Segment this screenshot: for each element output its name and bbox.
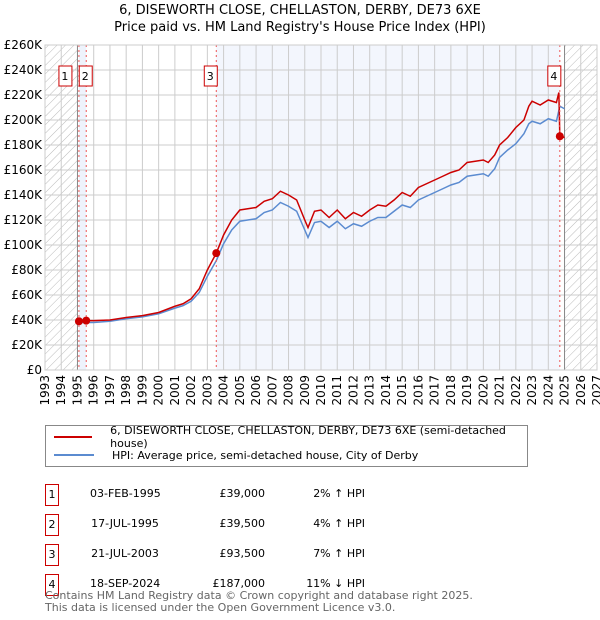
x-tick-label: 2015 [395,375,409,406]
x-tick-label: 2006 [249,375,263,406]
x-tick-label: 2000 [152,375,166,406]
sale-point [74,317,83,326]
x-tick-label: 2005 [233,375,247,406]
x-tick-label: 2017 [428,375,442,406]
sale-point [82,316,91,325]
x-tick-label: 2003 [200,375,214,406]
x-tick-label: 2007 [265,375,279,406]
y-tick-label: £120K [4,213,44,227]
hpi-line [78,105,565,324]
sale-price: £93,500 [219,547,266,560]
y-tick-label: £0 [27,363,42,377]
y-tick-label: £20K [11,338,43,352]
sale-hpi-diff: 2% ↑ HPI [313,487,365,500]
sale-date: 18-SEP-2024 [90,577,161,590]
sale-number: 4 [45,574,59,596]
sale-hpi-diff: 7% ↑ HPI [313,547,365,560]
legend-item-hpi: HPI: Average price, semi-detached house,… [54,447,418,463]
x-tick-label: 1996 [87,375,101,406]
sale-date: 17-JUL-1995 [91,517,159,530]
y-tick-label: £160K [4,163,44,177]
x-tick-label: 1998 [119,375,133,406]
x-tick-label: 2023 [525,375,539,406]
x-tick-label: 2010 [314,375,328,406]
x-tick-label: 2026 [574,375,588,406]
x-tick-label: 2014 [379,375,393,406]
y-tick-label: £200K [4,113,44,127]
x-tick-label: 2013 [363,375,377,406]
x-tick-label: 1999 [135,375,149,406]
legend-swatch-red [54,436,93,438]
sale-point [212,249,221,258]
sale-label-box [547,65,562,87]
x-tick-label: 2002 [184,375,198,406]
plot-border [44,44,598,371]
y-tick-label: £240K [4,63,44,77]
y-tick-label: £40K [11,313,43,327]
y-tick-label: £100K [4,238,44,252]
y-tick-label: £140K [4,188,44,202]
y-tick-label: £260K [4,38,44,52]
x-tick-label: 2021 [493,375,507,406]
sale-label-box [58,65,73,87]
sale-hpi-diff: 4% ↑ HPI [313,517,365,530]
price-paid-line [78,92,565,322]
x-tick-label: 2009 [298,375,312,406]
sale-label-box [203,65,218,87]
legend-item-property: 6, DISEWORTH CLOSE, CHELLASTON, DERBY, D… [54,424,527,450]
sale-label-box [78,65,93,87]
y-tick-label: £180K [4,138,44,152]
x-tick-label: 2012 [346,375,360,406]
chart-plot: 1 2 3 4 £0 £20K £40K £60K £80K £100K £120K £140K £16… [4,38,600,406]
y-tick-label: £60K [11,288,43,302]
sale-point [555,132,564,141]
sale-date: 03-FEB-1995 [90,487,161,500]
legend-label: HPI: Average price, semi-detached house,… [112,448,419,462]
x-tick-label: 1995 [70,375,84,406]
x-tick-label: 2001 [168,375,182,406]
footer-line-1: Contains HM Land Registry data © Crown c… [45,589,473,602]
x-tick-label: 2019 [460,375,474,406]
sale-number: 2 [45,514,59,536]
legend-swatch-blue [54,454,94,456]
x-tick-label: 2027 [590,375,600,406]
footer: Contains HM Land Registry data © Crown c… [45,590,473,614]
title-line-2: Price paid vs. HM Land Registry's House … [114,20,486,35]
x-tick-label: 2008 [282,375,296,406]
x-tick-label: 2011 [330,375,344,406]
title-line-1: 6, DISEWORTH CLOSE, CHELLASTON, DERBY, D… [119,3,481,18]
shaded-range [216,45,560,370]
sale-price: £39,500 [219,517,266,530]
shaded-range [78,45,87,370]
sale-label: 2 [82,70,89,83]
chart-title: 6, DISEWORTH CLOSE, CHELLASTON, DERBY, D… [0,2,600,36]
x-tick-label: 1994 [54,375,68,406]
sale-price: £187,000 [212,577,266,590]
sale-label: 1 [61,70,68,83]
legend-label: 6, DISEWORTH CLOSE, CHELLASTON, DERBY, D… [110,424,506,450]
x-tick-label: 1993 [38,375,52,406]
sale-number: 3 [45,544,59,566]
y-tick-label: £80K [11,263,43,277]
x-tick-label: 2022 [509,375,523,406]
x-tick-label: 2004 [217,375,231,406]
x-tick-label: 1997 [103,375,117,406]
sale-label: 4 [550,70,557,83]
x-tick-label: 2016 [411,375,425,406]
x-tick-label: 2024 [541,375,555,406]
y-tick-label: £220K [4,88,44,102]
x-tick-label: 2018 [444,375,458,406]
x-tick-label: 2020 [476,375,490,406]
sale-hpi-diff: 11% ↓ HPI [306,577,365,590]
legend: 6, DISEWORTH CLOSE, CHELLASTON, DERBY, D… [45,424,528,467]
footer-line-2: This data is licensed under the Open Gov… [45,601,396,614]
sale-label: 3 [207,70,214,83]
sale-price: £39,000 [219,487,266,500]
sale-date: 21-JUL-2003 [91,547,159,560]
sale-number: 1 [45,484,59,506]
x-tick-label: 2025 [558,375,572,406]
